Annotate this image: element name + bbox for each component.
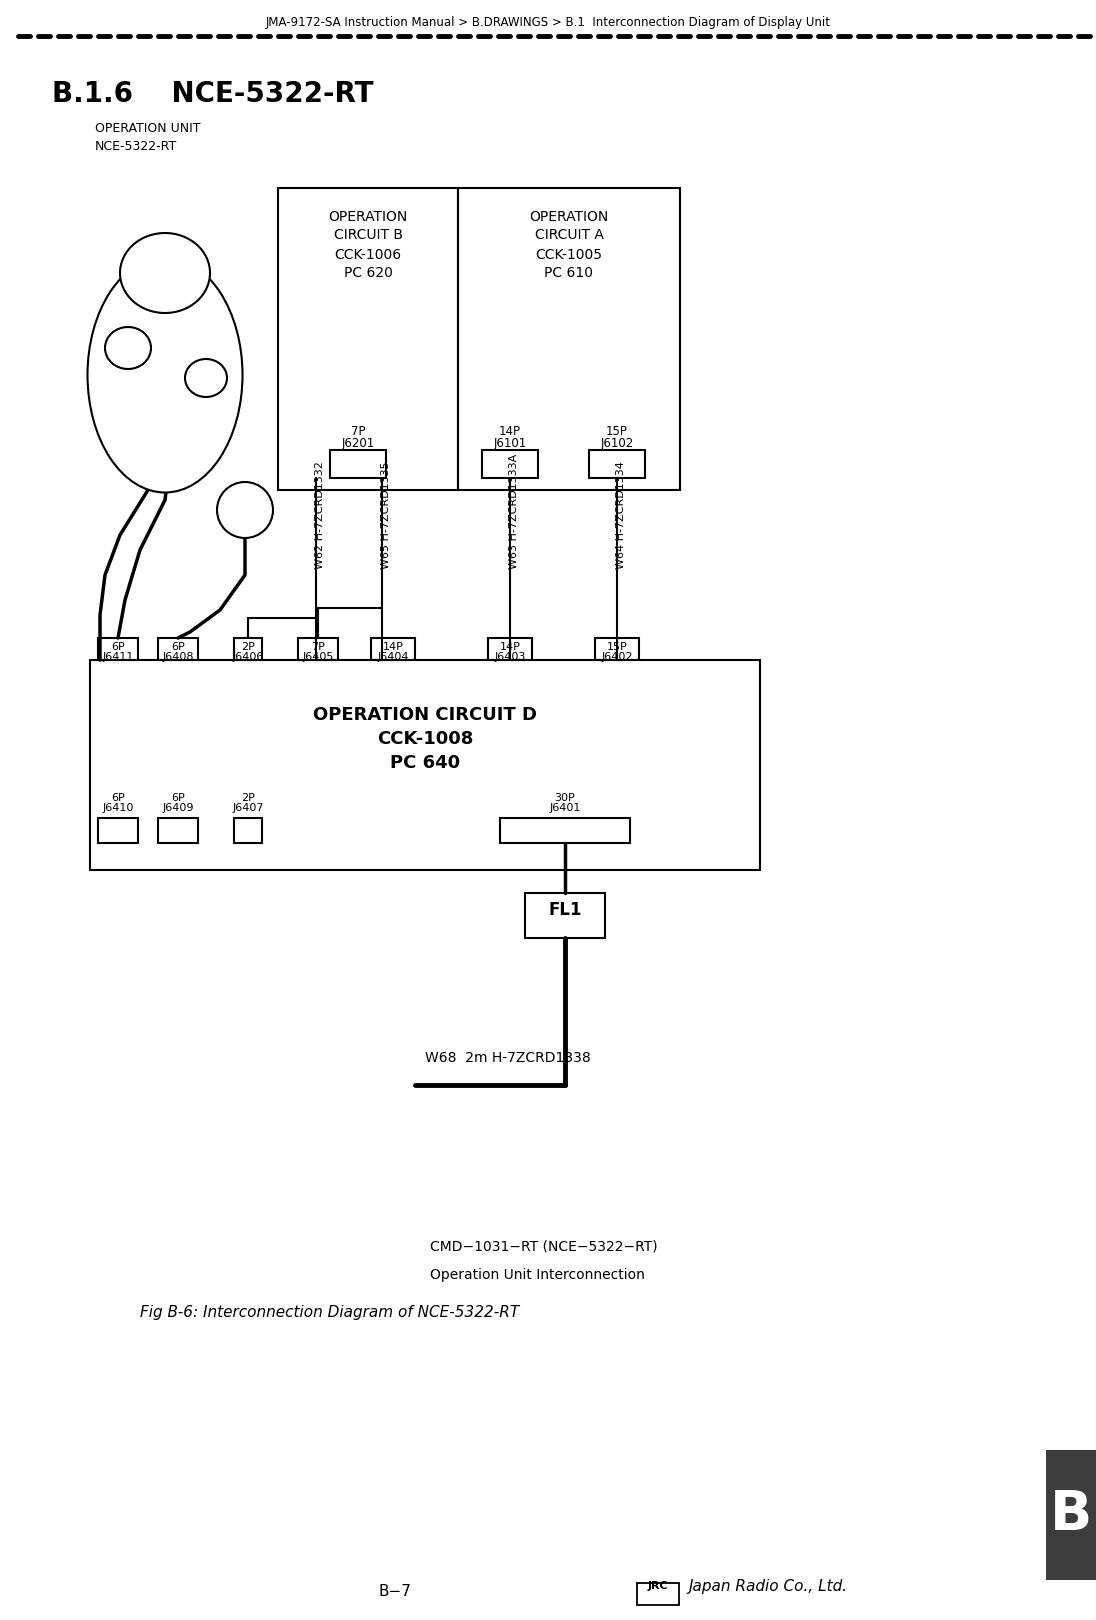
Text: 15P: 15P	[606, 642, 627, 651]
Bar	[458, 188, 680, 489]
Text: 14P: 14P	[500, 642, 521, 651]
Bar	[330, 450, 386, 478]
Text: 6P: 6P	[171, 642, 185, 651]
Text: 30P: 30P	[555, 794, 575, 804]
Bar	[482, 450, 538, 478]
Text: J6401: J6401	[549, 804, 581, 813]
Text: A1: A1	[150, 377, 170, 392]
Text: 2P: 2P	[241, 642, 255, 651]
Text: CCK-1008: CCK-1008	[377, 731, 473, 748]
Bar	[235, 818, 262, 842]
Text: CIRCUIT A: CIRCUIT A	[535, 228, 604, 241]
Text: OPERATION: OPERATION	[329, 211, 408, 224]
Text: 6P: 6P	[171, 794, 185, 804]
Bar	[595, 638, 639, 659]
Text: Operation Unit Interconnection: Operation Unit Interconnection	[430, 1268, 644, 1281]
Text: B−7: B−7	[378, 1584, 411, 1599]
Bar	[98, 638, 138, 659]
Text: 14P: 14P	[383, 642, 403, 651]
Text: 7P: 7P	[311, 642, 324, 651]
Text: CCK-1006: CCK-1006	[334, 248, 401, 262]
Text: OPERATION: OPERATION	[529, 211, 608, 224]
Text: J6410: J6410	[102, 804, 134, 813]
Text: NCE-5322-RT: NCE-5322-RT	[95, 139, 178, 152]
Bar	[500, 818, 630, 842]
Ellipse shape	[119, 233, 210, 313]
Bar	[525, 893, 605, 938]
Bar	[278, 188, 458, 489]
Text: OPERATION UNIT: OPERATION UNIT	[95, 122, 201, 134]
Text: 7P: 7P	[351, 424, 365, 437]
Text: B.1.6    NCE-5322-RT: B.1.6 NCE-5322-RT	[52, 79, 374, 109]
Ellipse shape	[105, 327, 151, 369]
Text: W65 H-7ZCRD1335: W65 H-7ZCRD1335	[381, 462, 391, 569]
Text: 6P: 6P	[111, 794, 125, 804]
Bar	[298, 638, 338, 659]
Bar	[589, 450, 646, 478]
Text: J6408: J6408	[162, 651, 194, 663]
Bar	[372, 638, 415, 659]
Text: J6403: J6403	[494, 651, 526, 663]
Text: J6405: J6405	[302, 651, 333, 663]
Text: J6404: J6404	[377, 651, 409, 663]
Text: J6201: J6201	[341, 437, 375, 450]
Text: JRC: JRC	[648, 1581, 669, 1591]
Text: PC 610: PC 610	[545, 266, 594, 280]
Ellipse shape	[185, 360, 227, 397]
Text: J6402: J6402	[602, 651, 632, 663]
Text: CCK-1005: CCK-1005	[536, 248, 603, 262]
Text: J6409: J6409	[162, 804, 194, 813]
Text: J6101: J6101	[493, 437, 526, 450]
Text: W68  2m H-7ZCRD1338: W68 2m H-7ZCRD1338	[425, 1051, 591, 1064]
Text: J6411: J6411	[102, 651, 134, 663]
Text: SP1: SP1	[235, 512, 256, 525]
Text: 6P: 6P	[111, 642, 125, 651]
Text: B: B	[1050, 1489, 1092, 1542]
Text: FL1: FL1	[548, 901, 582, 919]
Text: OPERATION CIRCUIT D: OPERATION CIRCUIT D	[313, 706, 537, 724]
Bar	[235, 638, 262, 659]
Text: PC 640: PC 640	[390, 753, 460, 773]
Bar	[1046, 1450, 1096, 1580]
Text: CIRCUIT B: CIRCUIT B	[333, 228, 402, 241]
Bar	[158, 818, 198, 842]
Text: Japan Radio Co., Ltd.: Japan Radio Co., Ltd.	[688, 1578, 847, 1594]
Text: 2P: 2P	[241, 794, 255, 804]
Text: 14P: 14P	[499, 424, 521, 437]
Text: W62 H-7ZCRD1332: W62 H-7ZCRD1332	[315, 462, 326, 569]
Ellipse shape	[88, 258, 242, 492]
Text: J6406: J6406	[232, 651, 264, 663]
Text: JMA-9172-SA Instruction Manual > B.DRAWINGS > B.1  Interconnection Diagram of Di: JMA-9172-SA Instruction Manual > B.DRAWI…	[265, 16, 831, 29]
Bar	[98, 818, 138, 842]
Text: CMD−1031−RT (NCE−5322−RT): CMD−1031−RT (NCE−5322−RT)	[430, 1239, 658, 1254]
Text: J6102: J6102	[601, 437, 633, 450]
Text: 15P: 15P	[606, 424, 628, 437]
FancyBboxPatch shape	[637, 1583, 680, 1605]
Text: J6407: J6407	[232, 804, 264, 813]
Bar	[158, 638, 198, 659]
Text: Fig B-6: Interconnection Diagram of NCE-5322-RT: Fig B-6: Interconnection Diagram of NCE-…	[140, 1306, 520, 1320]
Text: PC 620: PC 620	[343, 266, 392, 280]
Text: W64 H-7ZCRD1334: W64 H-7ZCRD1334	[616, 462, 626, 569]
Circle shape	[217, 483, 273, 538]
Text: W63 H-7ZCRD1333A: W63 H-7ZCRD1333A	[509, 454, 520, 569]
Bar	[90, 659, 760, 870]
Bar	[488, 638, 532, 659]
